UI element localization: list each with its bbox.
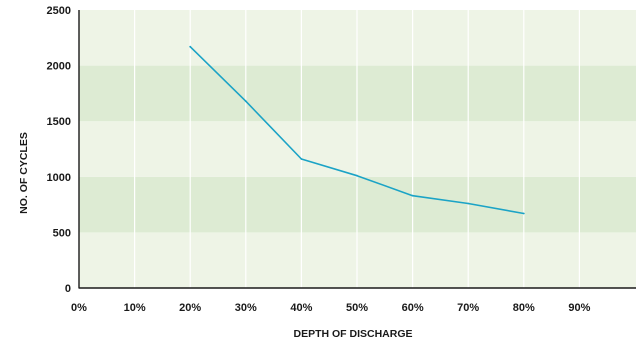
data-point	[522, 212, 525, 215]
vertical-gridlines	[134, 10, 581, 288]
x-axis-title: DEPTH OF DISCHARGE	[293, 328, 412, 340]
x-tick-label: 50%	[346, 302, 368, 314]
x-tick-label: 20%	[179, 302, 201, 314]
data-point	[189, 45, 192, 48]
data-point	[300, 158, 303, 160]
y-tick-labels: 0 500 1000 1500 2000 2500	[47, 5, 71, 295]
x-tick-label: 90%	[568, 302, 590, 314]
x-tick-label: 40%	[290, 302, 312, 314]
y-axis-title: NO. OF CYCLES	[18, 132, 30, 214]
x-tick-label: 10%	[124, 302, 146, 314]
data-point	[244, 100, 247, 103]
y-tick-label: 500	[53, 227, 71, 239]
x-tick-label: 70%	[457, 302, 479, 314]
data-point	[411, 194, 414, 197]
y-tick-label: 1000	[47, 172, 71, 184]
x-tick-label: 80%	[513, 302, 535, 314]
y-tick-label: 2000	[47, 61, 71, 73]
x-tick-labels: 0% 10% 20% 30% 40% 50% 60% 70% 80% 90%	[71, 302, 591, 314]
data-point	[467, 202, 470, 205]
axes	[78, 10, 636, 289]
y-tick-label: 2500	[47, 5, 71, 17]
y-tick-label: 1500	[47, 116, 71, 128]
x-tick-label: 60%	[402, 302, 424, 314]
data-point	[356, 174, 358, 177]
x-tick-label: 0%	[71, 302, 87, 314]
y-tick-label: 0	[65, 283, 71, 295]
series-group	[189, 45, 525, 215]
x-tick-label: 30%	[235, 302, 257, 314]
